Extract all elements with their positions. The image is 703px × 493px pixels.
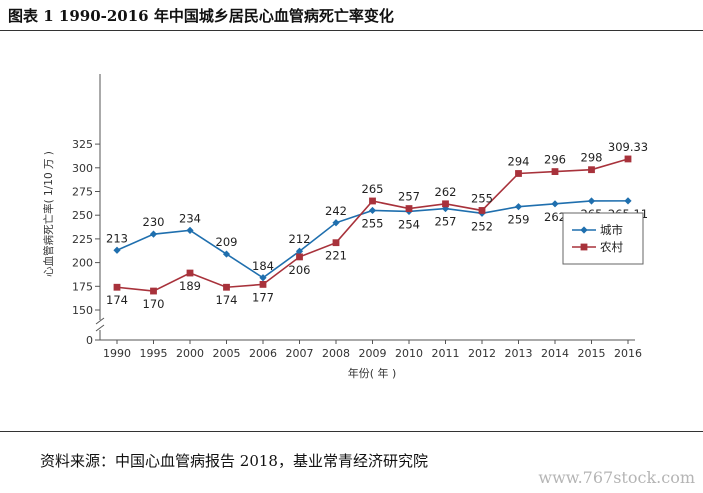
marker-diamond xyxy=(222,250,231,258)
marker-diamond xyxy=(259,274,267,282)
data-label: 254 xyxy=(398,217,420,231)
y-tick-label: 0 xyxy=(86,334,93,347)
marker-square xyxy=(515,170,522,177)
legend-marker-diamond xyxy=(580,226,588,234)
x-tick-label: 2013 xyxy=(505,347,533,360)
data-label: 255 xyxy=(471,191,493,205)
data-label: 170 xyxy=(143,297,165,311)
marker-diamond xyxy=(295,247,304,255)
x-tick-label: 2016 xyxy=(614,347,642,360)
x-tick-label: 1990 xyxy=(103,347,131,360)
data-label: 298 xyxy=(581,151,603,165)
series-markers xyxy=(113,155,632,295)
legend-marker-square xyxy=(580,243,588,251)
marker-square xyxy=(150,287,157,295)
x-tick-label: 2014 xyxy=(541,347,569,360)
data-label: 221 xyxy=(325,249,347,263)
legend-label: 城市 xyxy=(600,223,623,237)
marker-square xyxy=(442,200,449,208)
data-label: 296 xyxy=(544,153,566,167)
bottom-rule xyxy=(0,431,703,432)
watermark: www.767stock.com xyxy=(538,468,695,487)
axis-break-mark xyxy=(95,317,105,332)
data-label: 174 xyxy=(216,293,238,307)
marker-diamond xyxy=(113,246,121,254)
marker-square xyxy=(259,281,267,288)
x-tick-label: 2012 xyxy=(468,347,496,360)
x-tick-label: 2015 xyxy=(578,347,606,360)
data-label: 309.33 xyxy=(608,140,648,154)
y-tick-label: 175 xyxy=(72,280,93,293)
marker-square xyxy=(478,207,486,214)
marker-square xyxy=(405,205,413,212)
x-axis-title: 年份( 年 ) xyxy=(348,366,397,380)
y-tick-label: 150 xyxy=(72,304,93,317)
x-tick-label: 2010 xyxy=(395,347,423,360)
data-label: 212 xyxy=(289,232,311,246)
marker-diamond xyxy=(514,203,523,211)
data-label: 206 xyxy=(289,263,311,277)
data-label: 242 xyxy=(325,204,347,218)
marker-diamond xyxy=(624,197,632,205)
data-label: 259 xyxy=(508,213,530,227)
marker-diamond xyxy=(332,219,340,227)
marker-diamond xyxy=(551,200,559,208)
source-note: 资料来源：中国心血管病报告 2018，基业常青经济研究院 xyxy=(40,452,428,470)
data-label: 262 xyxy=(544,210,566,224)
data-label: 234 xyxy=(179,211,201,225)
marker-diamond xyxy=(368,206,377,215)
top-rule xyxy=(0,30,703,31)
data-label: 184 xyxy=(252,259,274,273)
marker-square xyxy=(296,253,303,261)
data-label: 174 xyxy=(106,293,128,307)
x-tick-label: 2005 xyxy=(213,347,241,360)
marker-square xyxy=(332,239,340,247)
data-label: 177 xyxy=(252,290,274,304)
x-tick-labels: 1990 1995 2000 2005 2006 2007 2008 2009 2010 2011… xyxy=(103,340,642,360)
legend-box xyxy=(562,212,644,265)
figure-title: 图表 1 1990-2016 年中国城乡居民心血管病死亡率变化 xyxy=(8,7,394,25)
marker-diamond xyxy=(149,230,158,238)
data-label: 262 xyxy=(435,185,457,199)
marker-square xyxy=(113,283,121,291)
x-tick-label: 1995 xyxy=(140,347,168,360)
data-label: 213 xyxy=(106,231,128,245)
x-tick-label: 2007 xyxy=(286,347,314,360)
y-tick-label: 275 xyxy=(72,186,93,199)
line-chart: 0 150 175 200 225 250 275 300 325 1990 1995 2000 20… xyxy=(42,74,648,380)
marker-square xyxy=(369,197,376,205)
marker-square xyxy=(588,166,595,174)
legend-label: 农村 xyxy=(600,240,623,254)
y-tick-label: 225 xyxy=(72,233,93,246)
data-label: 189 xyxy=(179,279,201,293)
x-tick-label: 2000 xyxy=(176,347,204,360)
y-tick-label: 250 xyxy=(72,209,93,222)
marker-square xyxy=(186,269,194,277)
data-label: 255 xyxy=(362,216,384,230)
marker-diamond xyxy=(186,226,194,234)
data-label: 252 xyxy=(471,219,493,233)
data-label: 294 xyxy=(508,154,530,168)
data-label: 209 xyxy=(216,235,238,249)
y-axis-title: 心血管病死亡率( 1/10 万 ) xyxy=(42,151,55,277)
y-tick-label: 325 xyxy=(72,138,93,151)
y-tick-label: 200 xyxy=(72,257,93,270)
marker-diamond xyxy=(587,197,596,205)
marker-square xyxy=(223,283,230,291)
x-tick-label: 2011 xyxy=(432,347,460,360)
data-label: 265 xyxy=(362,182,384,196)
chart-axes xyxy=(95,74,635,341)
data-label: 257 xyxy=(435,215,457,229)
y-tick-labels: 0 150 175 200 225 250 275 300 325 xyxy=(72,138,100,347)
data-label: 230 xyxy=(143,215,165,229)
x-tick-label: 2006 xyxy=(249,347,277,360)
y-tick-label: 300 xyxy=(72,162,93,175)
marker-square xyxy=(624,155,632,163)
data-label: 257 xyxy=(398,190,420,204)
marker-square xyxy=(551,168,559,175)
x-tick-label: 2008 xyxy=(322,347,350,360)
x-tick-label: 2009 xyxy=(359,347,387,360)
